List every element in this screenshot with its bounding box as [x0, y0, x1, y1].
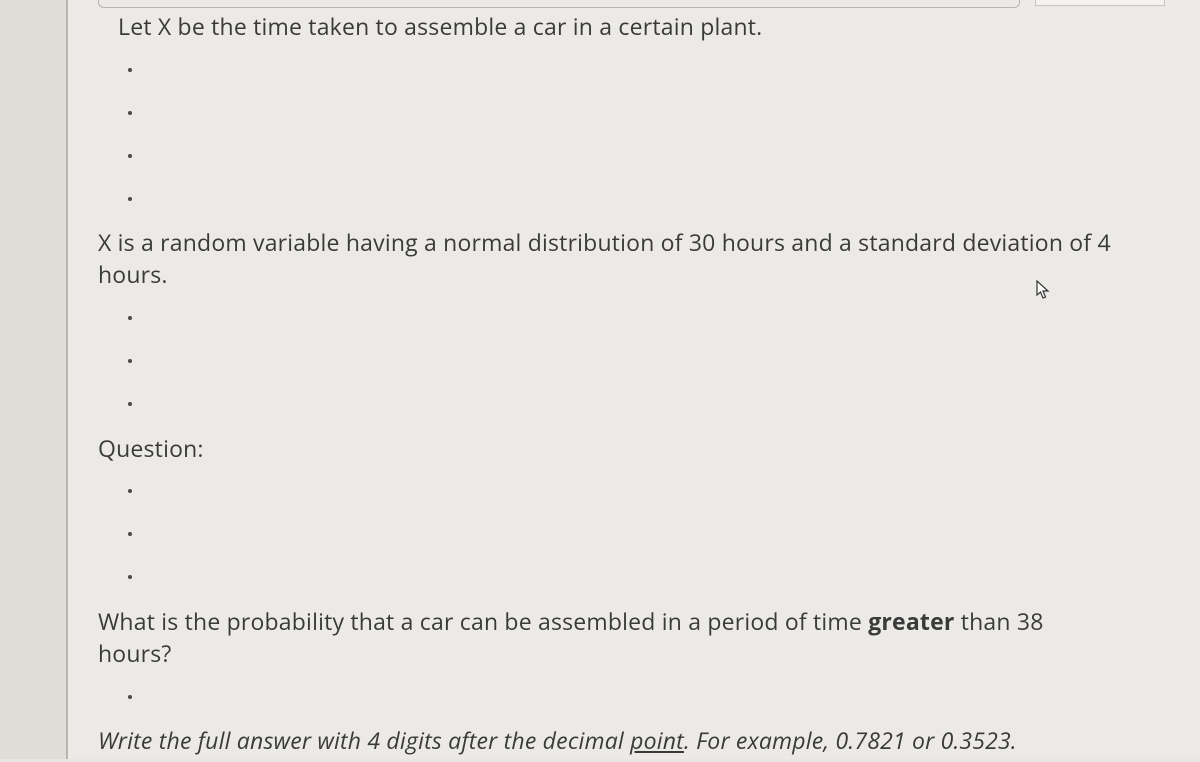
bullet-dot-icon: [128, 68, 132, 72]
bullet-spacer: [98, 556, 1170, 599]
problem-statement-line2: X is a random variable having a normal d…: [98, 220, 1170, 296]
left-margin-gutter: [0, 0, 68, 759]
bullet-dot-icon: [128, 154, 132, 158]
instruction-text: Write the full answer with 4 digits afte…: [98, 724, 1017, 756]
bullet-spacer: [98, 48, 1170, 91]
bullet-spacer: [98, 470, 1170, 513]
bullet-spacer: [98, 134, 1170, 177]
bullet-spacer: [98, 383, 1170, 426]
bullet-dot-icon: [128, 359, 132, 363]
bullet-spacer: [98, 297, 1170, 340]
bullet-spacer: [98, 675, 1170, 718]
bullet-dot-icon: [128, 402, 132, 406]
bullet-spacer: [98, 177, 1170, 220]
bullet-dot-icon: [128, 575, 132, 579]
question-box-border: [98, 0, 1020, 8]
question-text-row: What is the probability that a car can b…: [98, 599, 1170, 675]
bullet-spacer: [98, 91, 1170, 134]
content-inner: Let X be the time taken to assemble a ca…: [68, 0, 1200, 762]
bullet-spacer: [98, 513, 1170, 556]
question-text-strong: greater: [868, 605, 954, 637]
page-wrapper: Let X be the time taken to assemble a ca…: [0, 0, 1200, 759]
bullet-dot-icon: [128, 316, 132, 320]
instruction-row: Write the full answer with 4 digits afte…: [98, 718, 1170, 762]
bullet-dot-icon: [128, 197, 132, 201]
top-right-widget: [1035, 0, 1165, 6]
text-line2: X is a random variable having a normal d…: [98, 226, 1111, 290]
instruction-part2: . For example, 0.7821 or 0.3523.: [684, 724, 1017, 756]
instruction-part1: Write the full answer with 4 digits afte…: [98, 724, 630, 756]
question-label: Question:: [98, 432, 204, 464]
bullet-spacer: [98, 340, 1170, 383]
question-text: What is the probability that a car can b…: [98, 605, 1044, 669]
instruction-underline: point: [630, 724, 684, 756]
bullet-dot-icon: [128, 695, 132, 699]
bullet-dot-icon: [128, 111, 132, 115]
bullet-dot-icon: [128, 489, 132, 493]
bullet-dot-icon: [128, 532, 132, 536]
question-label-row: Question:: [98, 426, 1170, 470]
text-line1: Let X be the time taken to assemble a ca…: [118, 10, 762, 42]
content-area: Let X be the time taken to assemble a ca…: [68, 0, 1200, 759]
question-text-part1: What is the probability that a car can b…: [98, 605, 868, 637]
